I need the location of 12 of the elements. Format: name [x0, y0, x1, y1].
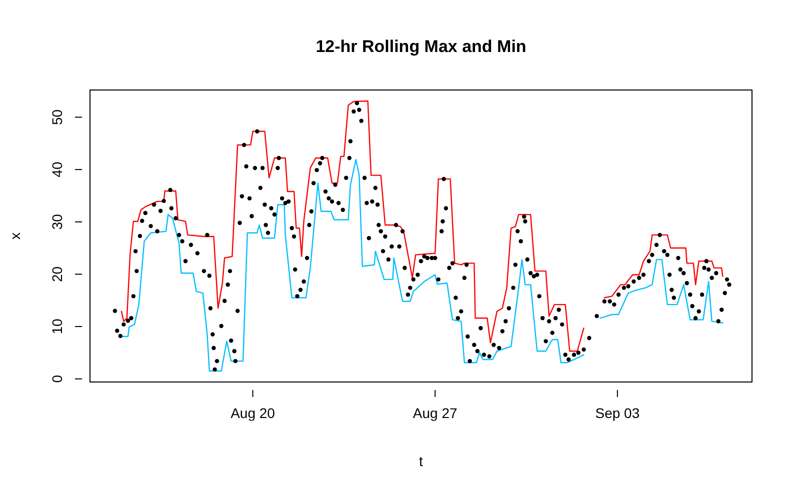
y-tick-label: 20: [49, 266, 65, 282]
x-axis-title: t: [419, 453, 424, 469]
y-axis-title: x: [7, 232, 23, 240]
x-tick-label: Aug 27: [412, 405, 458, 422]
y-tick-label: 10: [49, 318, 65, 334]
y-tick-label: 50: [49, 109, 65, 125]
y-tick-label: 30: [49, 214, 65, 230]
y-tick-label: 0: [49, 374, 65, 383]
y-tick-label: 40: [49, 162, 65, 178]
x-tick-label: Aug 20: [230, 405, 276, 422]
chart-title: 12-hr Rolling Max and Min: [316, 37, 526, 56]
x-tick-label: Sep 03: [595, 405, 640, 422]
